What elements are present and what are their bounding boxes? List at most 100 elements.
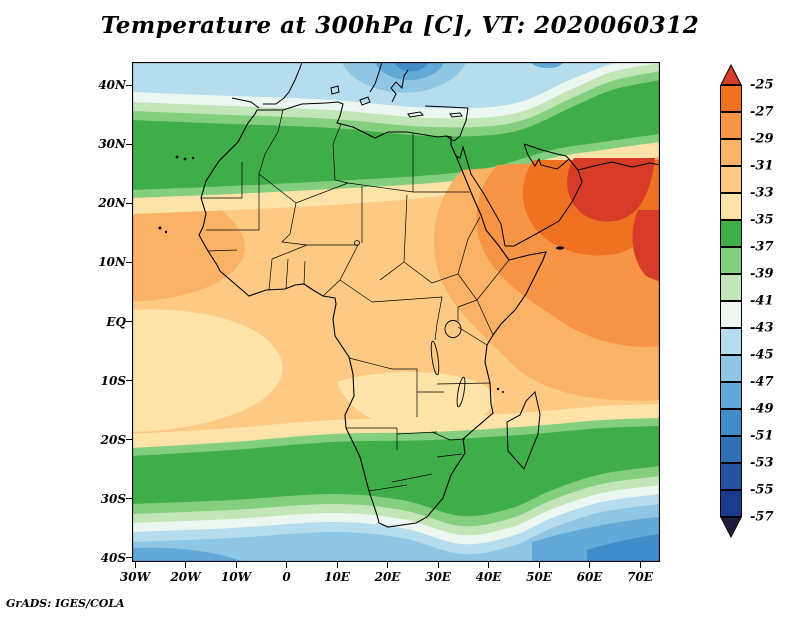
lon-tick-mark (437, 562, 439, 568)
lat-tick-label: 30N (98, 137, 126, 152)
colorbar-label: -41 (750, 293, 774, 309)
colorbar-label: -45 (750, 347, 774, 363)
lon-tick-mark (538, 562, 540, 568)
colorbar-bottom-arrow (720, 517, 742, 538)
colorbar-segment (720, 274, 742, 301)
plot-title: Temperature at 300hPa [C], VT: 202006031… (100, 12, 700, 39)
cold-pocket-southwest (132, 547, 244, 562)
lon-tick-label: 50E (526, 570, 552, 584)
lon-tick-label: 0 (282, 570, 291, 584)
colorbar-segment (720, 436, 742, 463)
colorbar-segment (720, 490, 742, 517)
colorbar-segment (720, 301, 742, 328)
colorbar-top-arrow (720, 64, 742, 85)
colorbar-label: -49 (750, 401, 774, 417)
colorbar-label: -51 (750, 428, 774, 444)
colorbar-segment (720, 220, 742, 247)
colorbar-label: -57 (750, 509, 774, 525)
lon-tick-mark (488, 562, 490, 568)
lon-tick-label: 60E (576, 570, 603, 584)
lon-tick-mark (336, 562, 338, 568)
colorbar-segment (720, 112, 742, 139)
lon-tick-label: 20W (170, 570, 201, 584)
colorbar-label: -39 (750, 266, 774, 282)
colorbar-segment (720, 409, 742, 436)
lon-tick-mark (589, 562, 591, 568)
colorbar-label: -35 (750, 212, 774, 228)
lon-tick-label: 30E (425, 570, 451, 584)
lat-tick-mark (126, 202, 132, 204)
lat-tick-label: 40S (100, 550, 126, 565)
cold-pocket-mediterranean-inner (394, 62, 428, 72)
coastline-madagascar (506, 391, 541, 470)
lon-tick-mark (286, 562, 288, 568)
lat-tick-label: EQ (106, 314, 126, 329)
colorbar (720, 64, 742, 538)
lat-tick-mark (126, 84, 132, 86)
colorbar-label: -27 (750, 104, 774, 120)
lake-chad (354, 240, 360, 246)
colorbar-segment (720, 139, 742, 166)
attribution: GrADS: IGES/COLA (6, 597, 125, 610)
lat-tick-label: 20S (100, 432, 126, 447)
colorbar-label: -25 (750, 77, 774, 93)
lat-tick-label: 20N (98, 196, 126, 211)
lon-tick-mark (134, 562, 136, 568)
colorbar-segment (720, 166, 742, 193)
lon-tick-label: 40E (475, 570, 502, 584)
lat-tick-label: 10S (100, 373, 126, 388)
colorbar-label: -47 (750, 374, 774, 390)
lon-tick-label: 30W (119, 570, 151, 584)
south-belt-blue (132, 504, 660, 562)
lat-tick-mark (126, 261, 132, 263)
colorbar-segment (720, 247, 742, 274)
lon-tick-label: 20E (374, 570, 401, 584)
colorbar-label: -55 (750, 482, 774, 498)
colorbar-segment (720, 328, 742, 355)
lake-victoria (444, 320, 462, 338)
coastline-mediterranean-europe (231, 62, 463, 118)
lat-tick-mark (126, 321, 132, 323)
colorbar-label: -43 (750, 320, 774, 336)
pale-patch-atlantic (132, 309, 283, 432)
colorbar-label: -37 (750, 239, 774, 255)
lon-tick-label: 10W (220, 570, 252, 584)
colorbar-segment (720, 355, 742, 382)
lat-tick-mark (126, 557, 132, 559)
lat-tick-label: 30S (100, 491, 126, 506)
lake-malawi (456, 376, 466, 408)
lon-tick-mark (235, 562, 237, 568)
island-dots (158, 155, 564, 393)
country-borders (201, 109, 510, 492)
colorbar-label: -29 (750, 131, 774, 147)
colorbar-label: -33 (750, 185, 774, 201)
colorbar-segment (720, 382, 742, 409)
lon-tick-label: 70E (627, 570, 653, 584)
colorbar-label: -53 (750, 455, 774, 471)
map-frame (132, 62, 660, 562)
colorbar-segment (720, 463, 742, 490)
colorbar-label: -31 (750, 158, 774, 174)
lon-tick-mark (185, 562, 187, 568)
pale-patch-southern-africa (337, 372, 494, 430)
cold-pocket-southeast-core (587, 534, 660, 562)
lat-tick-label: 10N (98, 255, 126, 270)
cold-pocket-caspian (531, 62, 563, 69)
lon-tick-mark (387, 562, 389, 568)
lat-tick-mark (126, 143, 132, 145)
lon-tick-label: 10E (324, 570, 350, 584)
lon-tick-mark (639, 562, 641, 568)
lat-tick-mark (126, 380, 132, 382)
colorbar-segment (720, 85, 742, 112)
lat-tick-mark (126, 439, 132, 441)
colorbar-segment (720, 193, 742, 220)
hot-streak-right-edge (632, 210, 660, 282)
coastline-arabia-levant (424, 105, 660, 247)
lake-tanganyika (430, 340, 440, 376)
lat-tick-label: 40N (98, 78, 126, 93)
map-canvas (132, 62, 660, 562)
hot-core-red (567, 158, 655, 222)
coastline-africa (198, 101, 547, 528)
